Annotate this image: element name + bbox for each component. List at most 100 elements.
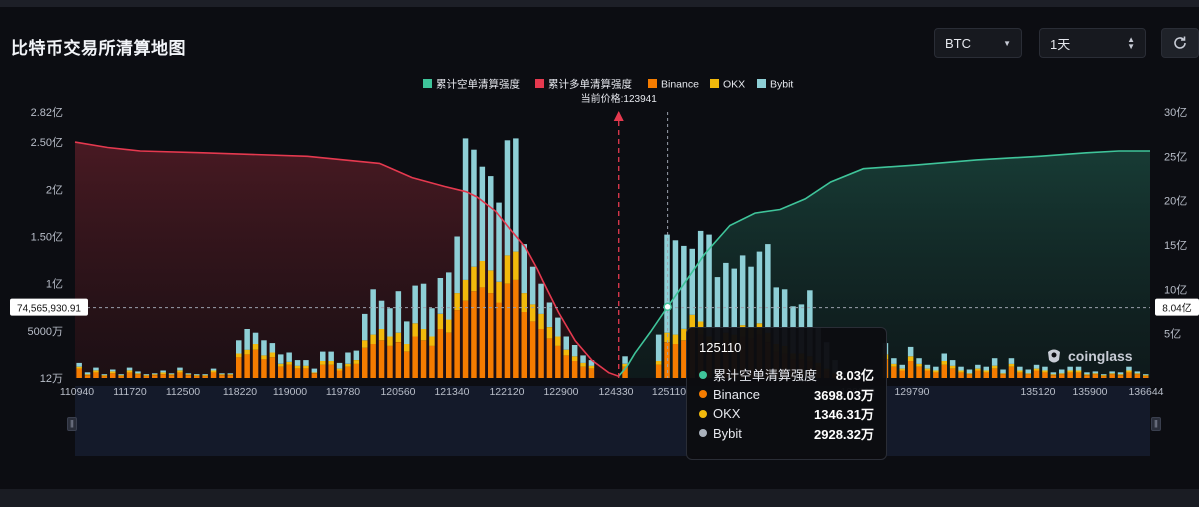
bar-okx [437,313,444,329]
bar-bybit [655,334,662,361]
right-axis-tick-label: 5亿 [1164,328,1181,341]
bar-bybit [177,367,183,371]
bar-okx [991,365,998,369]
tooltip-row: Bybit 2928.32万 [699,424,874,444]
left-axis-tick-label: 2.82亿 [31,106,63,119]
bar-bybit [1067,366,1073,371]
bar-okx [345,363,351,367]
bar-binance [437,329,444,378]
bar-okx [135,373,141,375]
bar-bybit [538,283,544,314]
bar-bybit [311,368,318,373]
bar-bybit [723,262,729,333]
current-price-label: 当前价格:123941 [581,92,658,105]
bar-okx [152,374,158,376]
bar-binance [1033,370,1040,378]
bar-bybit [118,374,124,376]
tooltip-row-name: OKX [713,406,741,422]
bar-binance [210,372,217,378]
bar-okx [236,353,242,358]
bar-bybit [1075,366,1082,371]
bar-okx [983,370,989,373]
coin-select[interactable]: BTC ▼ [934,28,1022,58]
bar-bybit [991,358,998,366]
bar-bybit [924,364,931,369]
bar-bybit [1101,374,1107,376]
right-axis-tick-label: 15亿 [1164,239,1187,252]
bar-okx [580,362,586,367]
watermark-text: coinglass [1068,348,1133,364]
range-slider-right-handle[interactable]: ǁ [1151,417,1161,431]
bar-okx [513,251,519,280]
bar-bybit [907,346,914,357]
bar-binance [236,357,242,378]
bar-bybit [1084,372,1090,375]
bar-okx [916,363,922,367]
bar-binance [1084,375,1090,378]
bar-okx [1092,373,1099,375]
coinglass-watermark: coinglass [1044,346,1133,366]
bar-bybit [1017,366,1023,371]
bar-okx [110,371,116,374]
bar-okx [949,365,956,369]
tooltip-row-value: 8.03亿 [835,368,874,384]
bar-okx [563,349,569,356]
x-axis-tick-label: 136644 [1128,386,1163,398]
bar-bybit [429,308,435,337]
x-axis-tick-label: 124330 [598,386,633,398]
bar-okx [420,329,427,341]
bar-okx [160,372,166,375]
bar-binance [177,372,183,378]
bar-okx [404,344,410,352]
bar-okx [1117,374,1124,376]
bar-bybit [672,240,679,335]
bar-bybit [739,255,746,326]
bar-okx [202,375,208,377]
short-series-dot-icon [699,370,707,379]
bar-binance [353,363,360,378]
hover-point [663,302,672,312]
bar-okx [1000,373,1006,375]
tooltip-row: OKX 1346.31万 [699,404,874,424]
bar-binance [286,364,292,378]
bar-okx [1059,373,1065,375]
left-axis-tick-label: 1.50亿 [31,231,63,244]
x-axis-tick-label: 122900 [543,386,578,398]
bar-okx [168,374,175,376]
bar-binance [546,338,553,378]
bar-bybit [471,149,477,267]
bar-binance [958,372,964,378]
bar-okx [664,332,670,343]
bar-binance [1143,376,1149,378]
legend-swatch [535,79,544,88]
right-axis-tick-label: 10亿 [1164,283,1187,296]
range-slider-left-handle[interactable]: ǁ [67,417,77,431]
left-axis-tick-label: 5000万 [28,326,63,338]
bar-bybit [697,230,704,322]
bar-binance [1025,374,1031,378]
bar-okx [362,340,368,348]
bar-binance [152,375,158,378]
bar-binance [76,368,82,378]
bar-binance [991,368,998,378]
bar-bybit [714,277,721,342]
window-bottom-frame [0,489,1199,507]
bar-okx [378,329,385,341]
coin-select-value: BTC [945,35,971,51]
bar-bybit [529,266,536,305]
bar-binance [563,355,569,378]
bar-bybit [975,364,981,369]
crosshair-left-label-box [10,298,88,316]
bar-binance [412,336,418,378]
bar-okx [1025,373,1031,375]
bar-okx [471,266,477,292]
refresh-button[interactable] [1161,28,1199,58]
bar-bybit [345,352,351,364]
bar-binance [370,344,376,378]
bar-bybit [504,140,511,256]
time-range-select[interactable]: 1天 ▲ ▼ [1039,28,1146,58]
bar-bybit [194,374,200,376]
bar-bybit [395,291,402,333]
bar-binance [504,283,511,378]
